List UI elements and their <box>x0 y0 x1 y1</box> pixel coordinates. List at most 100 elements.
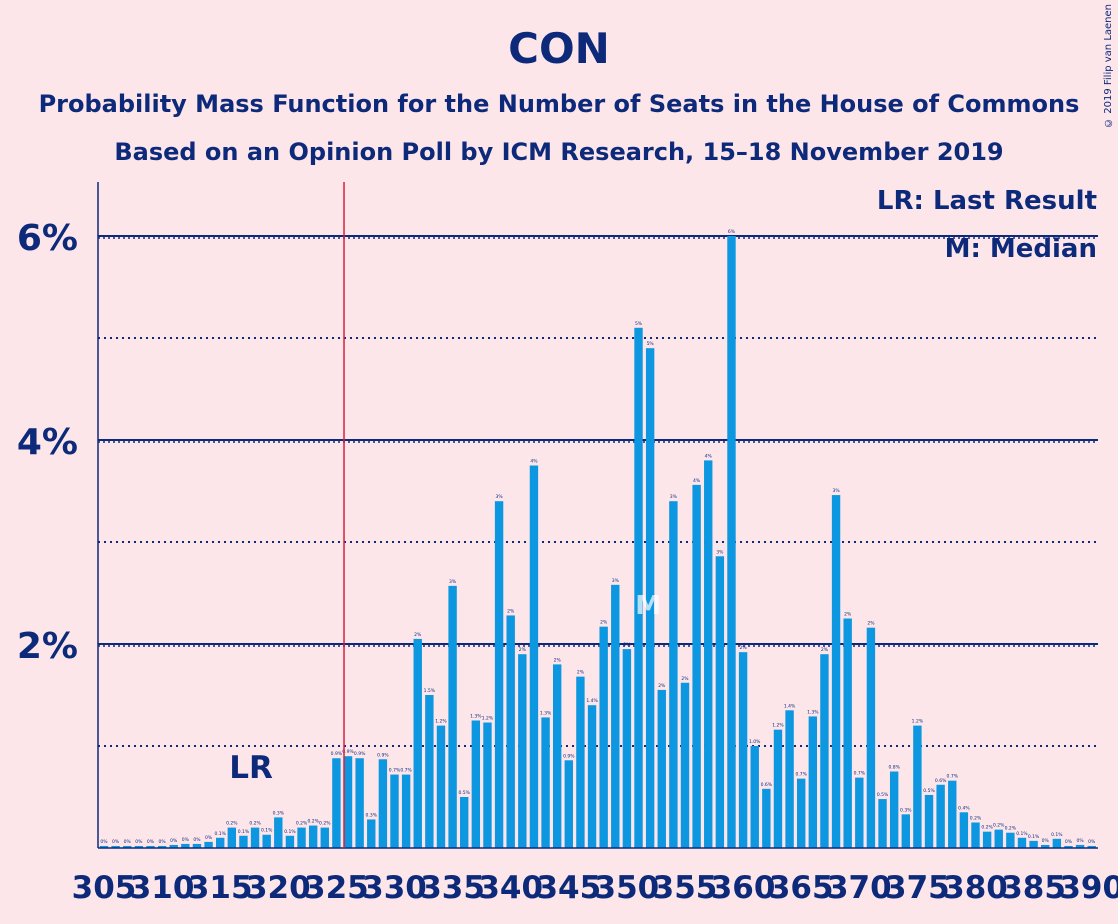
bar-value-label: 4% <box>693 478 701 484</box>
bar-value-label: 3% <box>449 579 457 585</box>
bar-value-label: 1.3% <box>807 709 819 715</box>
bar-value-label: 0% <box>1042 838 1050 844</box>
chart-subtitle-1: Probability Mass Function for the Number… <box>38 90 1080 118</box>
bar-value-label: 6% <box>728 229 736 235</box>
median-marker: M <box>635 591 661 621</box>
bar-value-label: 0.1% <box>261 828 273 834</box>
bar <box>797 778 806 848</box>
bar <box>378 759 388 848</box>
bar <box>645 348 655 848</box>
bar <box>250 827 260 848</box>
x-tick-label: 340 <box>478 870 543 906</box>
bar-value-label: 0.2% <box>226 821 238 827</box>
x-tick-label: 315 <box>188 870 253 906</box>
bar <box>820 654 829 848</box>
bar-value-label: 0.2% <box>249 821 261 827</box>
bar <box>483 722 492 848</box>
bar <box>99 845 109 848</box>
bar <box>587 705 597 848</box>
bar-value-label: 1.5% <box>424 688 436 694</box>
bar <box>529 465 539 848</box>
bar <box>471 720 481 848</box>
bar <box>146 845 155 848</box>
bar-value-label: 3% <box>612 578 620 584</box>
x-tick-label: 390 <box>1059 870 1118 906</box>
bar-value-label: 2% <box>658 683 666 689</box>
bar <box>355 758 364 848</box>
bar <box>506 615 515 848</box>
bar-value-label: 1.2% <box>772 723 784 729</box>
bar-value-label: 0.9% <box>354 751 366 757</box>
bar-value-label: 0% <box>193 837 201 843</box>
bar-value-label: 1.0% <box>749 739 761 745</box>
bar <box>878 799 887 848</box>
bar <box>181 843 190 848</box>
bar-value-label: 0.3% <box>366 812 378 818</box>
bar-value-label: 0% <box>147 839 155 845</box>
legend-last-result: LR: Last Result <box>877 186 1097 216</box>
bar <box>959 812 969 848</box>
bar-value-label: 0.2% <box>319 821 331 827</box>
bar-value-label: 0.2% <box>296 821 308 827</box>
bar <box>367 819 376 848</box>
bar <box>343 756 353 848</box>
bar <box>913 725 922 848</box>
bar <box>634 327 643 848</box>
x-tick-label: 370 <box>827 870 892 906</box>
bar-value-label: 0% <box>1065 839 1073 845</box>
bar <box>262 834 271 848</box>
bar-value-label: 1.2% <box>482 716 494 722</box>
bar <box>285 835 295 848</box>
bar <box>1052 838 1062 848</box>
x-tick-label: 375 <box>885 870 950 906</box>
bar <box>274 817 283 848</box>
bar-value-label: 0.9% <box>377 752 389 758</box>
bar-value-label: 5% <box>647 341 655 347</box>
axes: 2%4%6%3053103153203253303353403453503553… <box>17 182 1118 906</box>
chart-overlays: LR M LR: Last Result M: Median <box>229 182 1097 848</box>
bar <box>552 664 562 848</box>
bar <box>227 827 237 848</box>
bar <box>297 827 306 848</box>
x-tick-label: 365 <box>769 870 834 906</box>
bar <box>994 829 1003 848</box>
bar <box>216 837 225 848</box>
bar-value-label: 5% <box>635 321 643 327</box>
legend-median: M: Median <box>945 234 1097 264</box>
bar <box>541 717 550 848</box>
bar <box>1006 832 1015 848</box>
bar <box>494 501 504 848</box>
bar-value-label: 0.2% <box>307 819 319 825</box>
bar-value-label: 2% <box>681 676 689 682</box>
bar-value-label: 0.6% <box>761 782 773 788</box>
bar-value-label: 0.5% <box>877 792 889 798</box>
bar <box>855 777 864 848</box>
bar <box>936 784 945 848</box>
bar-value-label: 2% <box>507 608 515 614</box>
bar-value-label: 2% <box>600 620 608 626</box>
bar <box>1041 844 1050 848</box>
bar-value-label: 3% <box>832 488 840 494</box>
bar <box>901 814 910 848</box>
bar <box>727 236 736 848</box>
bar <box>204 841 213 848</box>
bar-value-label: 2% <box>577 670 585 676</box>
bar <box>738 652 748 848</box>
bar <box>657 689 666 848</box>
bar <box>831 495 841 848</box>
bar-value-label: 0% <box>170 838 178 844</box>
bar <box>390 774 399 848</box>
bar <box>889 771 899 848</box>
bar-value-label: 0.4% <box>958 805 970 811</box>
bar-value-label: 0% <box>182 837 190 843</box>
bar <box>773 729 783 848</box>
bar <box>111 845 120 848</box>
bar <box>808 716 818 848</box>
bar-value-label: 0.1% <box>1028 834 1040 840</box>
x-tick-label: 360 <box>711 870 776 906</box>
x-tick-label: 330 <box>362 870 427 906</box>
bar-value-label: 0.8% <box>888 765 900 771</box>
bar-value-label: 2% <box>414 632 422 638</box>
bar-value-label: 0% <box>112 839 120 845</box>
bar-value-label: 0.3% <box>900 807 912 813</box>
